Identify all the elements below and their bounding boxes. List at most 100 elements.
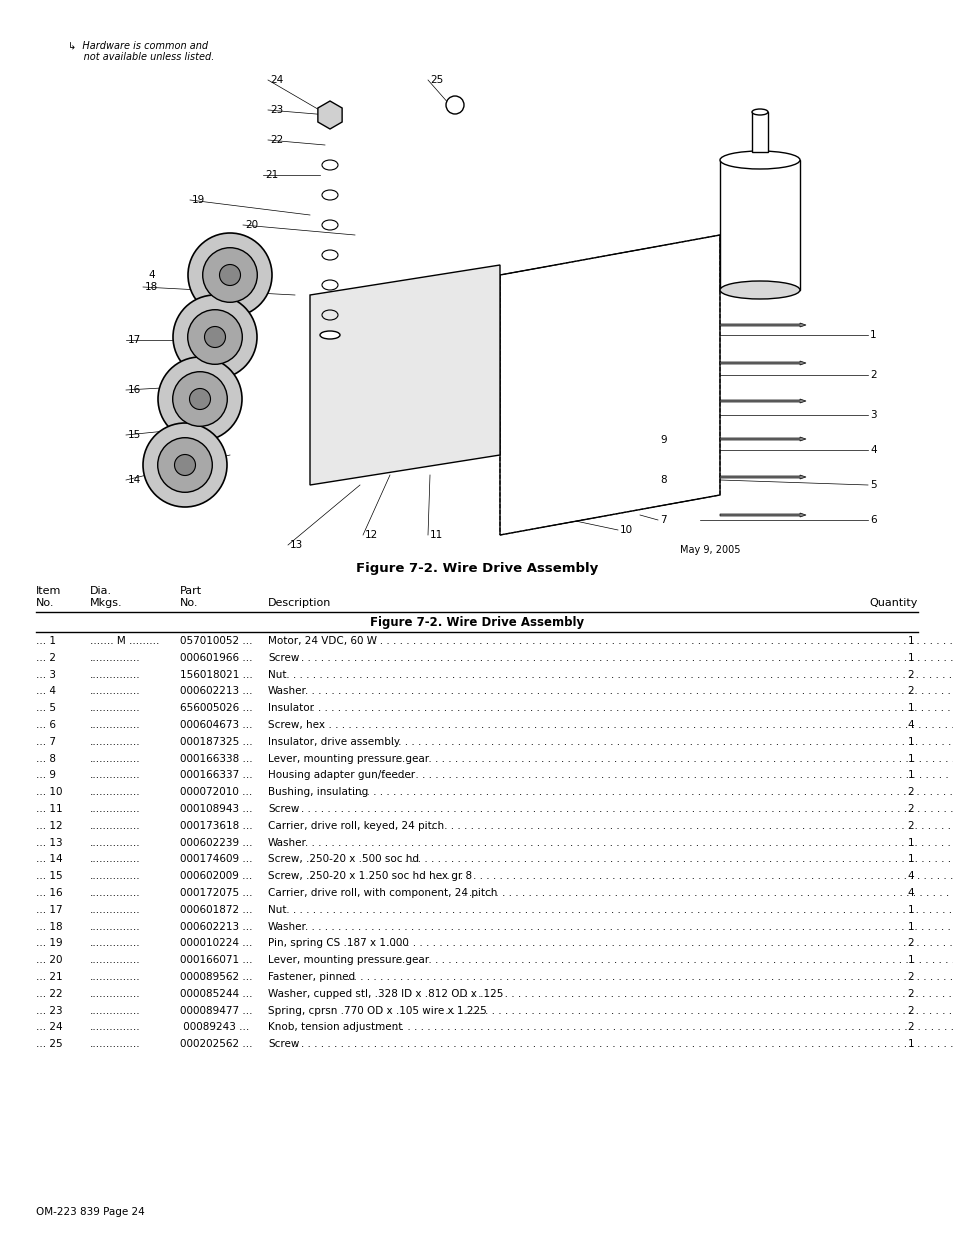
Text: 4: 4 [906, 871, 913, 882]
Text: 11: 11 [430, 530, 443, 540]
Text: ... 6: ... 6 [36, 720, 56, 730]
Text: 000108943 ...: 000108943 ... [180, 804, 253, 814]
Text: ... 13: ... 13 [36, 837, 63, 847]
Ellipse shape [720, 151, 800, 169]
Text: 24: 24 [270, 75, 283, 85]
Text: Washer: Washer [268, 687, 307, 697]
Text: 2: 2 [906, 787, 913, 798]
Text: 4: 4 [869, 445, 876, 454]
Text: . . . . . . . . . . . . . . . . . . . . . . . . . . . . . . . . . . . . . . . . : . . . . . . . . . . . . . . . . . . . . … [350, 636, 953, 646]
Text: 22: 22 [270, 135, 283, 144]
Text: 2: 2 [906, 821, 913, 831]
Circle shape [172, 372, 227, 426]
Ellipse shape [446, 96, 463, 114]
FancyArrow shape [720, 513, 805, 517]
Circle shape [174, 454, 195, 475]
Text: ...............: ............... [90, 753, 140, 763]
Text: 2: 2 [906, 939, 913, 948]
Text: 18: 18 [145, 282, 158, 291]
Text: . . . . . . . . . . . . . . . . . . . . . . . . . . . . . . . . . . . . . . . . : . . . . . . . . . . . . . . . . . . . . … [291, 1039, 953, 1050]
Text: ...............: ............... [90, 737, 140, 747]
Text: Part: Part [180, 585, 202, 597]
Circle shape [143, 424, 227, 508]
Polygon shape [499, 235, 720, 535]
Text: . . . . . . . . . . . . . . . . . . . . . . . . . . . . . . . . . . . . . . . . : . . . . . . . . . . . . . . . . . . . . … [371, 1023, 953, 1032]
Circle shape [157, 437, 213, 493]
Text: Screw: Screw [268, 804, 299, 814]
Text: ...............: ............... [90, 972, 140, 982]
Text: Quantity: Quantity [869, 598, 917, 608]
Text: ... 15: ... 15 [36, 871, 63, 882]
Text: 1: 1 [906, 636, 913, 646]
Text: 3: 3 [869, 410, 876, 420]
Text: 000166071 ...: 000166071 ... [180, 955, 253, 966]
Text: . . . . . . . . . . . . . . . . . . . . . . . . . . . . . . . . . . . . . . . . : . . . . . . . . . . . . . . . . . . . . … [294, 921, 953, 931]
Text: No.: No. [180, 598, 198, 608]
Text: ... 2: ... 2 [36, 653, 56, 663]
FancyArrow shape [720, 399, 805, 403]
Text: . . . . . . . . . . . . . . . . . . . . . . . . . . . . . . . . . . . . . . . . : . . . . . . . . . . . . . . . . . . . . … [312, 720, 953, 730]
Text: 5: 5 [869, 480, 876, 490]
Text: ....... M .........: ....... M ......... [90, 636, 159, 646]
Text: 1: 1 [906, 855, 913, 864]
Text: 16: 16 [128, 385, 141, 395]
Text: Item: Item [36, 585, 61, 597]
FancyArrow shape [720, 437, 805, 441]
Circle shape [204, 326, 225, 347]
Text: 7: 7 [659, 515, 666, 525]
Text: Carrier, drive roll, keyed, 24 pitch: Carrier, drive roll, keyed, 24 pitch [268, 821, 444, 831]
Text: ... 11: ... 11 [36, 804, 63, 814]
Text: ...............: ............... [90, 1005, 140, 1015]
Text: ...............: ............... [90, 653, 140, 663]
FancyBboxPatch shape [751, 112, 767, 152]
Text: ...............: ............... [90, 855, 140, 864]
Text: . . . . . . . . . . . . . . . . . . . . . . . . . . . . . . . . . . . . . . . . : . . . . . . . . . . . . . . . . . . . . … [375, 737, 953, 747]
Text: 000072010 ...: 000072010 ... [180, 787, 252, 798]
Text: 1: 1 [869, 330, 876, 340]
Text: 1: 1 [906, 955, 913, 966]
Text: 000187325 ...: 000187325 ... [180, 737, 253, 747]
Text: 000602213 ...: 000602213 ... [180, 687, 253, 697]
Text: 2: 2 [906, 1005, 913, 1015]
Text: 000601966 ...: 000601966 ... [180, 653, 253, 663]
Text: ...............: ............... [90, 1039, 140, 1050]
Text: Insulator, drive assembly: Insulator, drive assembly [268, 737, 399, 747]
Text: 21: 21 [265, 170, 278, 180]
Text: Washer: Washer [268, 837, 307, 847]
Text: 2: 2 [906, 1023, 913, 1032]
Text: 4: 4 [906, 888, 913, 898]
Text: 2: 2 [906, 669, 913, 679]
Text: ... 3: ... 3 [36, 669, 56, 679]
Text: ... 7: ... 7 [36, 737, 56, 747]
Text: ...............: ............... [90, 821, 140, 831]
Text: ...............: ............... [90, 771, 140, 781]
Text: ... 1: ... 1 [36, 636, 56, 646]
Text: 2: 2 [906, 989, 913, 999]
Text: . . . . . . . . . . . . . . . . . . . . . . . . . . . . . . . . . . . . . . . . : . . . . . . . . . . . . . . . . . . . . … [392, 955, 953, 966]
Text: ...............: ............... [90, 687, 140, 697]
Text: Knob, tension adjustment: Knob, tension adjustment [268, 1023, 402, 1032]
Text: Description: Description [268, 598, 331, 608]
Text: Spring, cprsn .770 OD x .105 wire x 1.225: Spring, cprsn .770 OD x .105 wire x 1.22… [268, 1005, 486, 1015]
Text: ... 14: ... 14 [36, 855, 63, 864]
Text: Bushing, insulating: Bushing, insulating [268, 787, 368, 798]
Text: Screw: Screw [268, 653, 299, 663]
Text: . . . . . . . . . . . . . . . . . . . . . . . . . . . . . . . . . . . . . . . . : . . . . . . . . . . . . . . . . . . . . … [421, 821, 953, 831]
Text: 2: 2 [869, 370, 876, 380]
Text: 000601872 ...: 000601872 ... [180, 905, 253, 915]
Text: 1: 1 [906, 753, 913, 763]
Text: Lever, mounting pressure gear: Lever, mounting pressure gear [268, 753, 429, 763]
Text: 000172075 ...: 000172075 ... [180, 888, 253, 898]
Text: Figure 7-2. Wire Drive Assembly: Figure 7-2. Wire Drive Assembly [370, 616, 583, 629]
Text: Housing adapter gun/feeder: Housing adapter gun/feeder [268, 771, 415, 781]
Text: Lever, mounting pressure gear: Lever, mounting pressure gear [268, 955, 429, 966]
Text: 13: 13 [290, 540, 303, 550]
Text: 000010224 ...: 000010224 ... [180, 939, 253, 948]
Circle shape [219, 264, 240, 285]
Text: . . . . . . . . . . . . . . . . . . . . . . . . . . . . . . . . . . . . . . . . : . . . . . . . . . . . . . . . . . . . . … [294, 837, 953, 847]
Text: ... 19: ... 19 [36, 939, 63, 948]
Circle shape [188, 310, 242, 364]
Text: . . . . . . . . . . . . . . . . . . . . . . . . . . . . . . . . . . . . . . . . : . . . . . . . . . . . . . . . . . . . . … [350, 787, 953, 798]
Text: 12: 12 [365, 530, 377, 540]
Text: . . . . . . . . . . . . . . . . . . . . . . . . . . . . . . . . . . . . . . . . : . . . . . . . . . . . . . . . . . . . . … [429, 871, 953, 882]
